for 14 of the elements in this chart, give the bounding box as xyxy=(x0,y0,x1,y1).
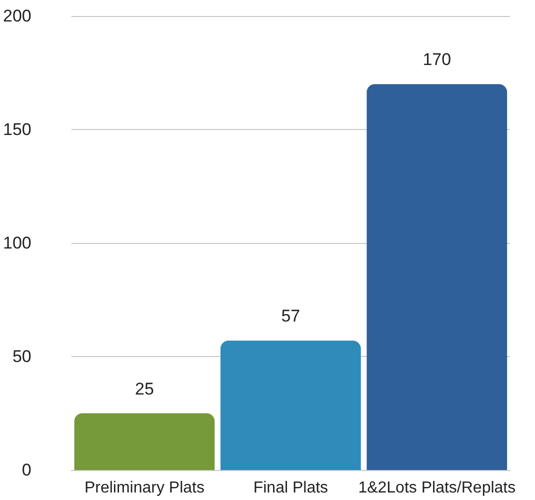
bar xyxy=(220,340,361,470)
bar xyxy=(366,84,508,470)
y-tick-label: 100 xyxy=(2,234,32,252)
bar xyxy=(74,413,215,470)
x-tick-label: 1&2Lots Plats/Replats xyxy=(358,480,516,496)
x-tick-label: Preliminary Plats xyxy=(84,480,204,496)
data-label: 170 xyxy=(422,50,452,70)
y-tick-label: 200 xyxy=(2,6,32,26)
x-tick-label: Final Plats xyxy=(253,480,328,496)
y-tick-label: 150 xyxy=(2,120,32,139)
y-tick-label: 50 xyxy=(12,347,32,366)
data-label: 57 xyxy=(281,306,300,326)
y-tick-label: 0 xyxy=(22,460,32,480)
data-label: 25 xyxy=(135,379,154,398)
